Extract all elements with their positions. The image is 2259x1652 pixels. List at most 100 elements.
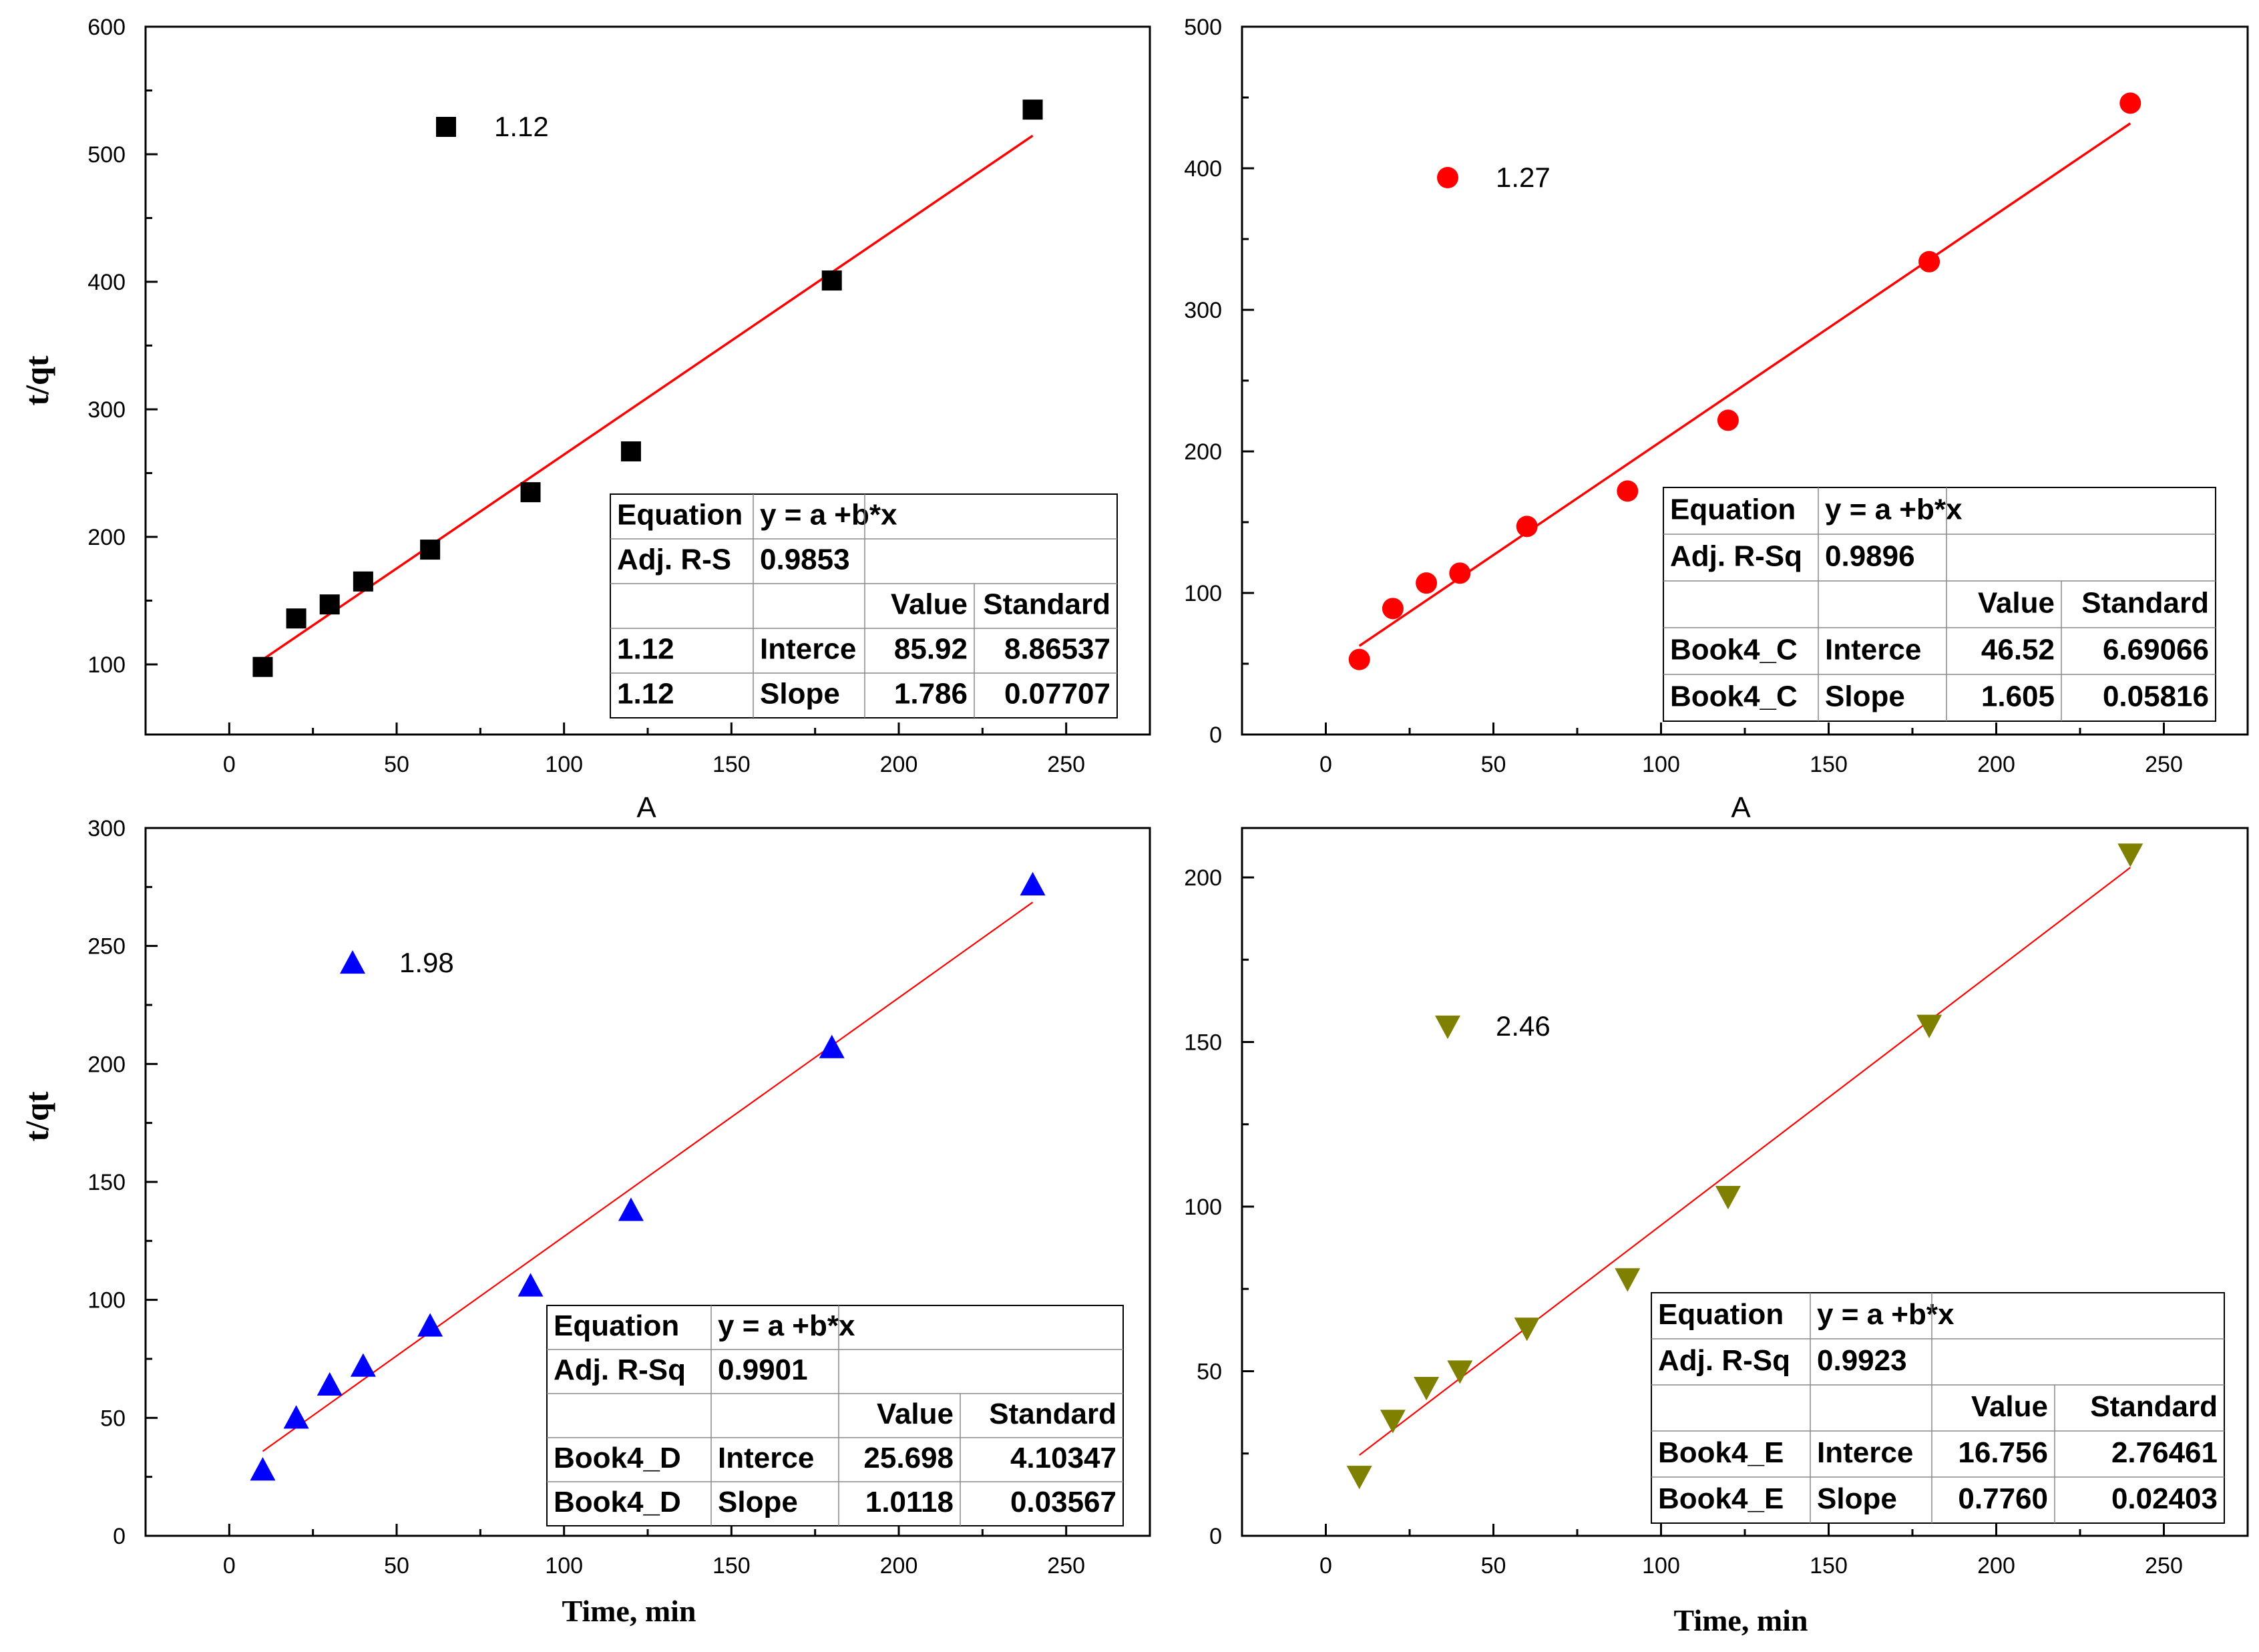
y-tick-label: 500 xyxy=(1184,15,1222,40)
data-point xyxy=(1717,409,1739,431)
fit-parameters-table: Equation y = a +b*x Adj. R-Sq 0.9901 Value St… xyxy=(546,1305,1124,1526)
x-tick-label: 50 xyxy=(1481,752,1506,777)
data-point xyxy=(283,1405,309,1429)
x-tick-label: 150 xyxy=(1810,1553,1848,1579)
table-cell: Interce xyxy=(760,633,856,666)
legend-marker xyxy=(340,950,365,974)
table-cell: Equation xyxy=(1670,493,1796,526)
data-point xyxy=(1380,1410,1406,1434)
x-tick-label: 0 xyxy=(1319,752,1332,777)
table-cell: Slope xyxy=(718,1486,798,1518)
table-cell: Equation xyxy=(554,1309,679,1342)
data-point xyxy=(319,594,340,615)
x-axis-label: A xyxy=(1731,791,1751,824)
table-frame xyxy=(1663,487,2216,722)
x-tick-label: 50 xyxy=(384,1553,409,1579)
y-tick-label: 200 xyxy=(1184,865,1222,891)
data-point xyxy=(821,270,842,291)
table-cell: Book4_D xyxy=(554,1486,681,1518)
x-tick-label: 0 xyxy=(1319,1553,1332,1579)
table-cell: 46.52 xyxy=(1981,634,2055,666)
legend-label: 1.98 xyxy=(399,947,454,978)
data-point xyxy=(286,608,306,629)
table-cell: Book4_C xyxy=(1670,634,1798,666)
data-point xyxy=(317,1372,343,1396)
table-cell: 25.698 xyxy=(863,1442,954,1474)
data-point xyxy=(1414,1376,1440,1401)
data-point xyxy=(1346,1466,1372,1490)
table-cell: Interce xyxy=(1825,634,1921,666)
x-tick-label: 250 xyxy=(2145,1553,2183,1579)
table-cell: 0.07707 xyxy=(1004,678,1110,710)
table-cell: 0.9853 xyxy=(760,544,850,576)
x-tick-label: 100 xyxy=(1642,752,1680,777)
x-tick-label: 0 xyxy=(223,1553,236,1579)
table-cell: Standard xyxy=(2081,587,2209,620)
x-axis-label: Time, min xyxy=(562,1594,696,1628)
table-cell: Slope xyxy=(1825,680,1905,713)
x-tick-label: 250 xyxy=(1047,752,1085,777)
data-point xyxy=(1617,480,1639,502)
y-tick-label: 100 xyxy=(87,652,126,678)
data-point xyxy=(518,1273,544,1297)
y-tick-label: 0 xyxy=(1209,722,1222,748)
linear-fit-line xyxy=(262,901,1034,1452)
x-axis-label: A xyxy=(636,791,656,824)
y-tick-label: 200 xyxy=(87,1052,126,1077)
table-cell: y = a +b*x xyxy=(718,1309,855,1342)
table-cell: 0.9923 xyxy=(1817,1344,1907,1377)
y-tick-label: 150 xyxy=(87,1170,126,1195)
y-tick-label: 100 xyxy=(1184,581,1222,606)
x-axis-label: Time, min xyxy=(1673,1603,1808,1637)
y-axis-label: t/qt xyxy=(18,355,55,405)
table-cell: Adj. R-Sq xyxy=(1670,540,1802,573)
data-point xyxy=(252,656,273,677)
y-tick-label: 300 xyxy=(87,397,126,423)
data-point xyxy=(1447,1360,1473,1384)
table-cell: 6.69066 xyxy=(2103,634,2209,666)
table-cell: y = a +b*x xyxy=(1825,493,1963,526)
table-cell: 1.0118 xyxy=(865,1486,954,1518)
fit-parameters-table: Equation y = a +b*x Adj. R-S 0.9853 Value Sta… xyxy=(610,493,1118,718)
table-cell: Adj. R-Sq xyxy=(1658,1344,1790,1377)
table-frame xyxy=(546,1305,1124,1526)
y-tick-label: 100 xyxy=(1184,1195,1222,1220)
data-point xyxy=(250,1457,276,1481)
table-cell: 0.02403 xyxy=(2111,1482,2218,1515)
table-frame xyxy=(1651,1292,2225,1524)
table-cell: Interce xyxy=(718,1442,814,1474)
table-cell: Standard xyxy=(2090,1390,2218,1423)
y-tick-label: 50 xyxy=(1197,1359,1222,1384)
data-point xyxy=(1020,871,1046,895)
chart-panel-4: 0 50 100 150 200 250 0 50 100 150 200 Time, min 2.46… xyxy=(1184,827,2249,1637)
y-tick-label: 0 xyxy=(113,1524,126,1549)
table-cell: 0.9901 xyxy=(718,1354,808,1386)
table-cell: y = a +b*x xyxy=(1817,1298,1955,1331)
legend-marker xyxy=(436,117,456,137)
x-tick-label: 150 xyxy=(712,1553,751,1579)
y-tick-label: 400 xyxy=(87,270,126,295)
x-tick-label: 150 xyxy=(712,752,751,777)
data-point xyxy=(420,540,441,560)
data-point xyxy=(819,1034,845,1058)
data-point xyxy=(1416,572,1438,594)
x-tick-label: 150 xyxy=(1810,752,1848,777)
table-cell: Adj. R-S xyxy=(617,544,731,576)
data-point xyxy=(2117,843,2143,867)
data-point xyxy=(1449,562,1471,584)
x-tick-label: 200 xyxy=(1977,752,2015,777)
data-point xyxy=(1715,1186,1741,1210)
fit-parameters-table: Equation y = a +b*x Adj. R-Sq 0.9896 Value St… xyxy=(1663,487,2216,722)
table-cell: 2.76461 xyxy=(2111,1436,2218,1469)
y-tick-label: 100 xyxy=(87,1288,126,1313)
legend-label: 1.12 xyxy=(494,111,549,142)
table-cell: Value xyxy=(1971,1390,2048,1423)
table-cell: 1.786 xyxy=(894,678,968,710)
y-tick-label: 200 xyxy=(87,525,126,550)
legend-marker xyxy=(1437,167,1458,188)
table-cell: Slope xyxy=(760,678,840,710)
data-point xyxy=(2119,92,2141,114)
x-tick-label: 100 xyxy=(545,1553,583,1579)
table-cell: Standard xyxy=(989,1398,1116,1430)
table-cell: Equation xyxy=(1658,1298,1784,1331)
